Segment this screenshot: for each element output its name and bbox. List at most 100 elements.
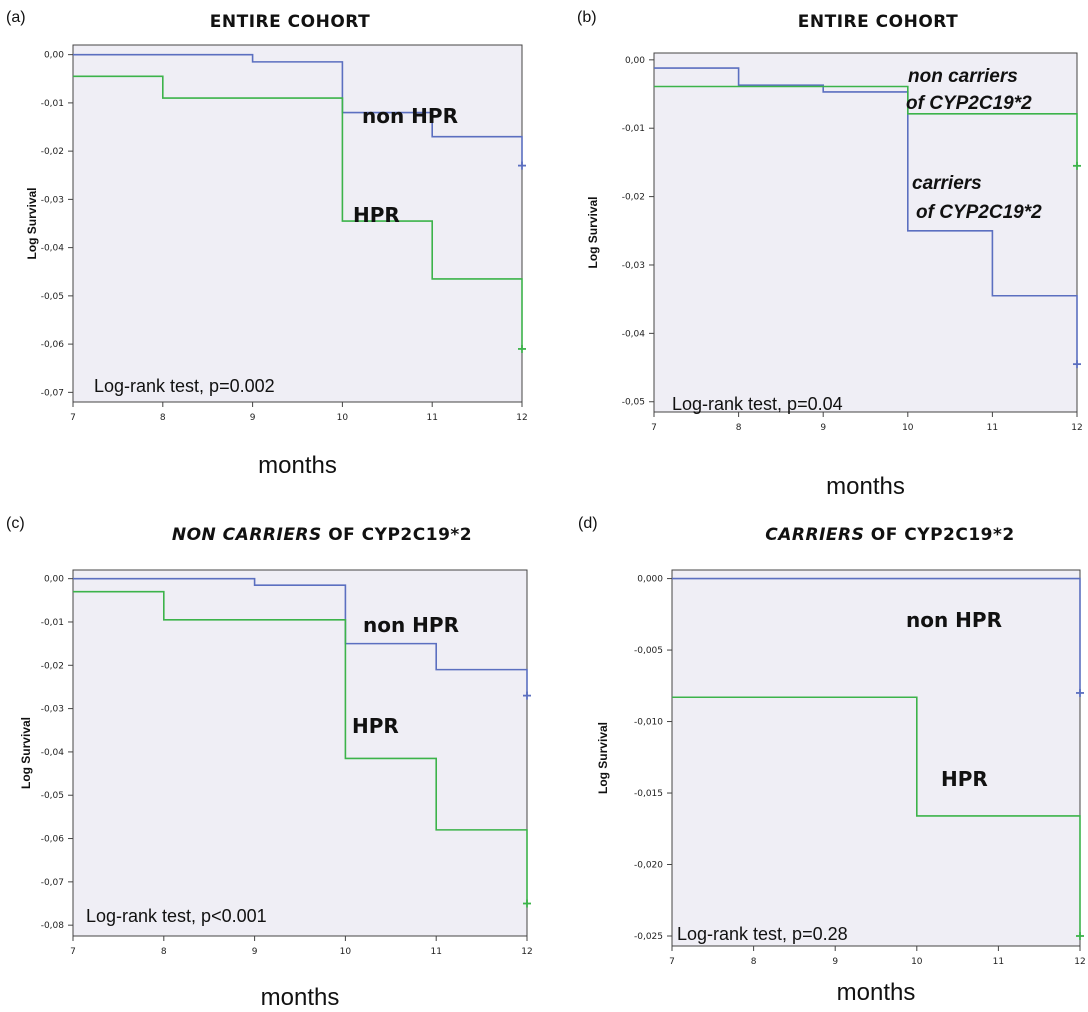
y-tick-label: -0,07 xyxy=(41,388,64,398)
series-line-1 xyxy=(73,75,523,349)
series-label: HPR xyxy=(941,767,988,791)
x-tick-label: 9 xyxy=(252,947,258,957)
x-tick-label: 8 xyxy=(751,957,757,967)
x-tick-label: 12 xyxy=(1071,423,1082,433)
y-tick-label: -0,01 xyxy=(41,99,64,109)
panel-b: (b) ENTIRE COHORT 0,00 -0,01 -0,02 -0,03 -0,04… xyxy=(544,0,1088,505)
log-rank-test: Log-rank test, p=0.28 xyxy=(677,924,848,944)
x-tick-label: 8 xyxy=(736,423,742,433)
panel-c: (c) NON CARRIERS OF CYP2C19*2 0,00 -0,01 -0,… xyxy=(0,505,544,1012)
x-axis-label: months xyxy=(826,473,905,500)
x-tick-label: 10 xyxy=(911,957,923,967)
y-tick-label: -0,02 xyxy=(41,147,64,157)
x-tick-label: 10 xyxy=(340,947,352,957)
y-axis-label: Log Survival xyxy=(596,722,610,794)
censor-mark xyxy=(1073,161,1081,170)
x-tick-label: 10 xyxy=(902,423,914,433)
y-tick-label: 0,00 xyxy=(625,56,645,66)
y-axis-label: Log Survival xyxy=(586,196,600,268)
y-tick-label: 0,00 xyxy=(44,575,64,585)
x-tick-label: 7 xyxy=(70,947,76,957)
log-rank-test: Log-rank test, p<0.001 xyxy=(86,906,267,926)
y-tick-label: 0,000 xyxy=(637,575,663,585)
chart-title: ENTIRE COHORT xyxy=(210,12,370,32)
series-line-1 xyxy=(73,590,528,904)
series-label: carriers xyxy=(912,173,982,194)
x-tick-label: 7 xyxy=(669,957,675,967)
y-tick-label: -0,020 xyxy=(634,861,663,871)
y-axis-label: Log Survival xyxy=(19,717,33,789)
y-tick-label: -0,05 xyxy=(622,398,645,408)
series-label: non carriers xyxy=(908,66,1018,87)
chart-title: NON CARRIERS OF CYP2C19*2 xyxy=(172,525,472,545)
km-chart-b: (b) ENTIRE COHORT 0,00 -0,01 -0,02 -0,03 -0,04… xyxy=(577,9,1083,500)
y-tick-label: -0,02 xyxy=(41,661,64,671)
y-tick-label: -0,03 xyxy=(41,195,64,205)
series-label: non HPR xyxy=(906,608,1002,632)
x-tick-label: 12 xyxy=(516,413,527,423)
y-tick-label: -0,01 xyxy=(622,124,645,134)
plot-area xyxy=(72,44,523,403)
x-tick-label: 11 xyxy=(426,413,437,423)
panel-d: (d) CARRIERS OF CYP2C19*2 0,000 -0,005 -0,01… xyxy=(544,505,1088,1012)
y-tick-label: -0,08 xyxy=(41,921,65,931)
y-tick-label: 0,00 xyxy=(44,51,64,61)
series-label: HPR xyxy=(353,203,400,227)
panel-tag: (b) xyxy=(577,9,597,26)
censor-mark xyxy=(1076,688,1084,697)
y-tick-label: -0,005 xyxy=(634,646,663,656)
log-rank-test: Log-rank test, p=0.04 xyxy=(672,394,843,414)
x-tick-label: 11 xyxy=(987,423,998,433)
x-tick-label: 9 xyxy=(820,423,826,433)
plot-area xyxy=(72,569,528,937)
y-tick-label: -0,025 xyxy=(634,932,663,942)
y-tick-label: -0,010 xyxy=(634,718,663,728)
x-tick-label: 10 xyxy=(337,413,349,423)
panel-tag: (c) xyxy=(6,515,25,532)
x-axis-label: months xyxy=(837,979,916,1006)
y-tick-label: -0,015 xyxy=(634,789,663,799)
x-tick-label: 8 xyxy=(160,413,166,423)
series-line-1 xyxy=(672,696,1081,936)
y-tick-label: -0,04 xyxy=(622,329,646,339)
x-tick-label: 12 xyxy=(1074,957,1085,967)
log-rank-test: Log-rank test, p=0.002 xyxy=(94,376,275,396)
panel-a: (a) ENTIRE COHORT 0,00 -0,01 -0,02 -0,03 -0,04… xyxy=(0,0,544,490)
x-tick-label: 7 xyxy=(70,413,76,423)
y-tick-label: -0,06 xyxy=(41,835,65,845)
x-axis-label: months xyxy=(261,984,340,1011)
x-tick-label: 9 xyxy=(250,413,256,423)
censor-mark xyxy=(523,691,531,700)
x-tick-label: 11 xyxy=(993,957,1004,967)
series-label: non HPR xyxy=(363,613,459,637)
censor-mark xyxy=(1076,931,1084,940)
censor-mark xyxy=(1073,360,1081,369)
panel-tag: (a) xyxy=(6,9,26,26)
x-tick-label: 11 xyxy=(430,947,441,957)
x-tick-label: 8 xyxy=(161,947,167,957)
km-chart-d: (d) CARRIERS OF CYP2C19*2 0,000 -0,005 -0,01… xyxy=(578,515,1086,1006)
series-label: HPR xyxy=(352,714,399,738)
y-tick-label: -0,04 xyxy=(41,244,65,254)
y-tick-label: -0,07 xyxy=(41,878,64,888)
y-tick-label: -0,03 xyxy=(622,261,645,271)
series-label: non HPR xyxy=(362,104,458,128)
chart-title: ENTIRE COHORT xyxy=(798,12,958,32)
y-tick-label: -0,01 xyxy=(41,618,64,628)
y-tick-label: -0,05 xyxy=(41,292,64,302)
plot-area xyxy=(671,569,1081,947)
series-label: of CYP2C19*2 xyxy=(916,202,1042,223)
series-label: of CYP2C19*2 xyxy=(906,93,1032,114)
series-line-1 xyxy=(654,85,1078,166)
y-axis-label: Log Survival xyxy=(25,187,39,259)
x-tick-label: 12 xyxy=(521,947,532,957)
y-tick-label: -0,03 xyxy=(41,705,64,715)
x-tick-label: 9 xyxy=(832,957,838,967)
y-tick-label: -0,05 xyxy=(41,791,64,801)
x-axis-label: months xyxy=(258,452,337,479)
censor-mark xyxy=(518,344,526,353)
panel-tag: (d) xyxy=(578,515,598,532)
y-tick-label: -0,04 xyxy=(41,748,65,758)
censor-mark xyxy=(523,899,531,908)
x-tick-label: 7 xyxy=(651,423,657,433)
